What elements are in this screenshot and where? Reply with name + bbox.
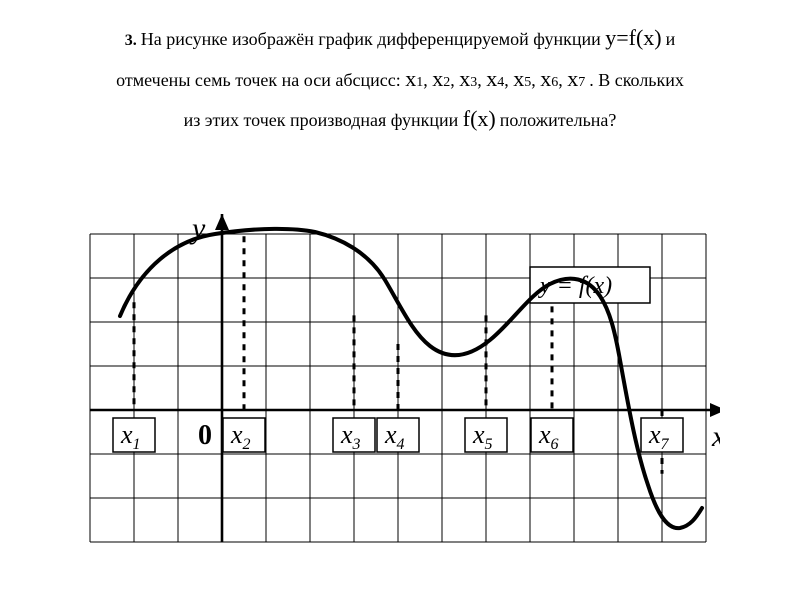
xs-list: х1, х2, х3, х4, х5, х6, х7: [405, 73, 585, 90]
problem-line2b: . В скольких: [589, 70, 684, 90]
xs-sym: х: [567, 66, 578, 91]
problem-fn1: y=f(x): [605, 25, 661, 50]
axes: yx0: [90, 212, 720, 542]
xs-sub: 7: [578, 75, 585, 90]
xs-sym: х: [540, 66, 551, 91]
problem-line1b: и: [666, 29, 676, 49]
problem-line2a: отмечены семь точек на оси абсцисс:: [116, 70, 405, 90]
problem-number: 3.: [125, 32, 137, 49]
problem-line3a: из этих точек производная функции: [184, 110, 463, 130]
problem-line3b: положительна?: [500, 110, 617, 130]
function-chart: yx0x1x2x3x4x5x6x7y = f(x): [80, 150, 720, 560]
xs-sym: х: [432, 66, 443, 91]
problem-line1a: На рисунке изображён график дифференциру…: [141, 29, 605, 49]
problem-fn2: f(x): [463, 106, 496, 131]
xs-sym: х: [486, 66, 497, 91]
x-axis-label: x: [711, 420, 720, 453]
origin-label: 0: [198, 420, 212, 451]
problem-text: 3. На рисунке изображён график дифференц…: [30, 18, 770, 140]
xs-sym: х: [405, 66, 416, 91]
xs-sym: х: [459, 66, 470, 91]
xs-sym: х: [513, 66, 524, 91]
